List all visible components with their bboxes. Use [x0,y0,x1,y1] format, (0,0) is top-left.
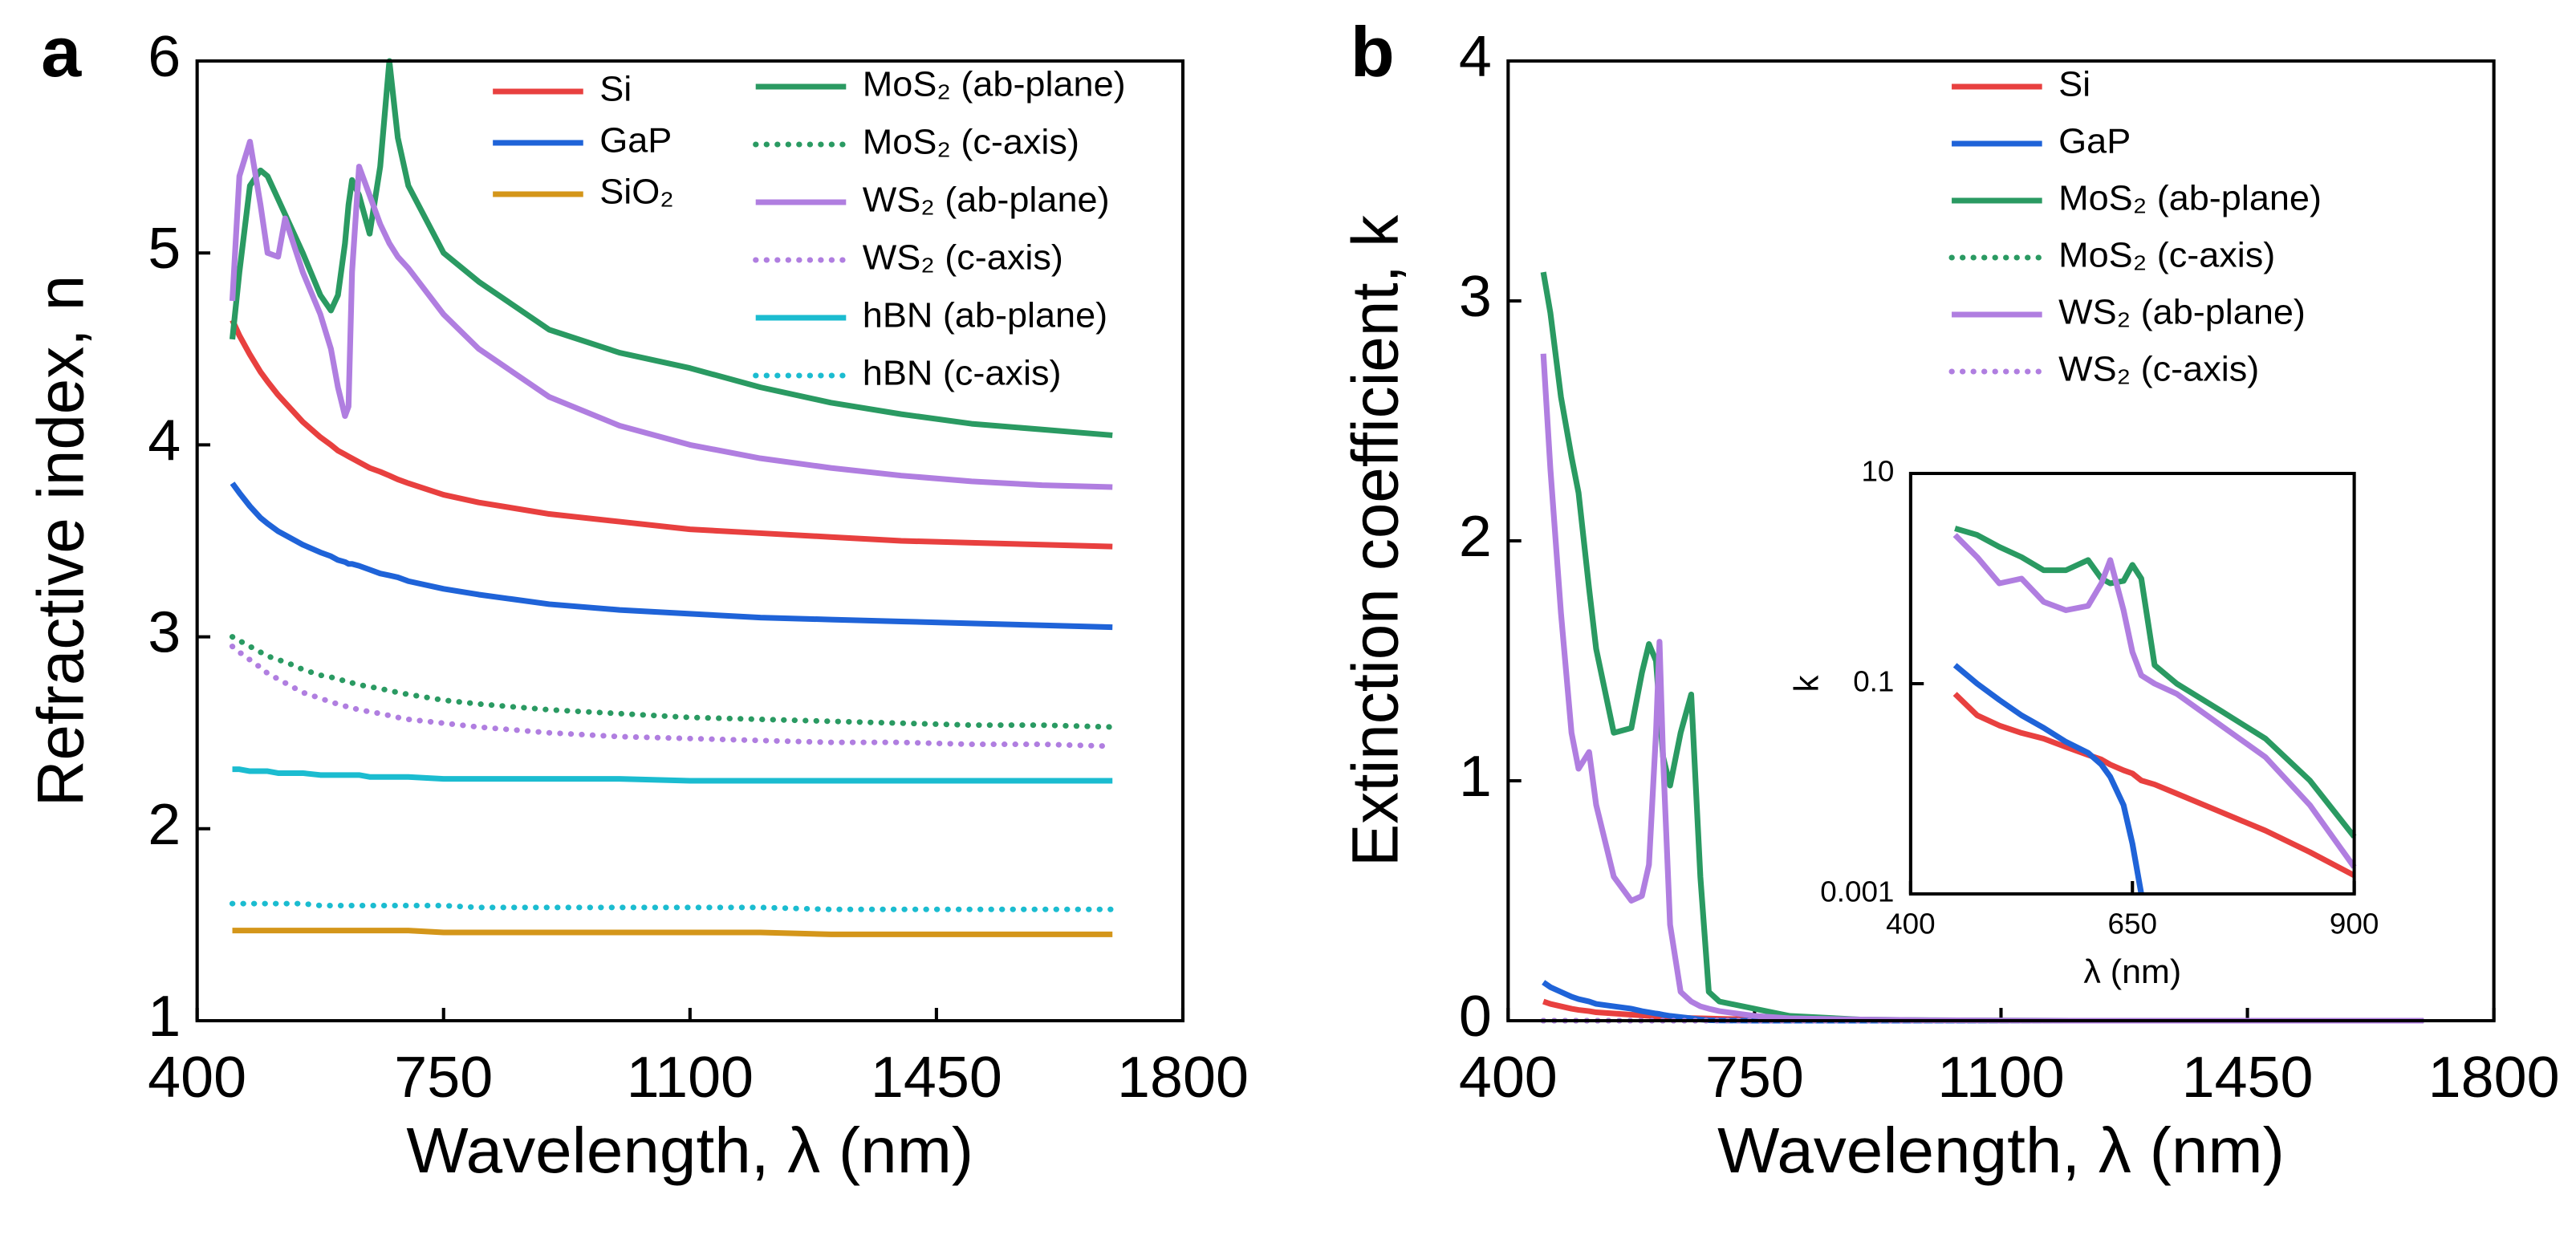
x-axis-label: λ (nm) [2083,954,2181,991]
y-tick-label: 4 [148,408,181,473]
y-tick-label: 0.001 [1820,875,1894,908]
legend-label: MoS₂ (ab-plane) [2058,179,2322,217]
y-tick-label: 6 [148,25,181,89]
legend-label: MoS₂ (ab-plane) [863,65,1126,104]
legend-label: Si [599,70,632,108]
panel-label: a [41,12,83,91]
x-tick-label: 1450 [871,1046,1002,1110]
series-line [230,319,1113,550]
x-tick-label: 750 [1705,1046,1804,1110]
legend-label: WS₂ (c-axis) [863,238,1063,277]
x-tick-label: 1800 [2428,1046,2560,1110]
x-tick-label: 400 [148,1046,246,1110]
series-line [1952,533,2357,869]
x-tick-label: 1800 [1117,1046,1249,1110]
legend-label: Si [2058,65,2090,104]
y-tick-label: 1 [148,985,181,1049]
y-tick-label: 5 [148,217,181,281]
y-axis-label: Refractive index, n [25,275,98,806]
series-line [1952,692,2356,879]
y-tick-label: 0 [1459,985,1492,1049]
y-tick-label: 10 [1861,455,1894,488]
panel-label: b [1351,12,1395,91]
series-line [230,481,1113,631]
x-axis-label: Wavelength, λ (nm) [1717,1115,2285,1187]
legend-label: GaP [2058,122,2131,160]
plot-frame [1908,472,2356,896]
x-tick-label: 1100 [627,1046,754,1110]
legend-label: WS₂ (c-axis) [2058,350,2259,388]
y-tick-label: 3 [1459,265,1492,329]
y-tick-label: 2 [148,793,181,857]
x-tick-label: 400 [1886,908,1935,940]
inset-background [1910,473,2355,894]
series-line [229,644,1115,749]
x-tick-label: 1450 [2182,1046,2314,1110]
legend-label: hBN (c-axis) [863,354,1062,392]
series-line [229,138,1113,490]
series-line [1542,980,2424,1024]
x-tick-label: 1100 [1937,1046,2064,1110]
x-tick-label: 750 [394,1046,493,1110]
y-tick-label: 0.1 [1853,665,1894,698]
series-line [229,58,1113,438]
legend-label: MoS₂ (c-axis) [2058,236,2275,274]
y-tick-label: 4 [1459,25,1492,89]
legend-label: hBN (ab-plane) [863,296,1107,335]
legend-label: MoS₂ (c-axis) [863,123,1079,161]
legend-label: GaP [599,121,672,160]
y-tick-label: 2 [1459,505,1492,569]
series-line [1952,663,2144,895]
y-axis-label: Extinction coefficient, k [1339,214,1412,867]
x-axis-label: Wavelength, λ (nm) [406,1115,973,1187]
legend-label: WS₂ (ab-plane) [863,181,1110,219]
y-tick-label: 1 [1459,745,1492,809]
y-axis-label: k [1788,675,1826,693]
plot-frame [195,59,1185,1022]
series-line [229,634,1115,730]
legend-label: WS₂ (ab-plane) [2058,293,2306,331]
series-line [232,928,1113,937]
y-tick-label: 3 [148,600,181,664]
x-tick-label: 900 [2330,908,2379,940]
x-tick-label: 650 [2108,908,2157,940]
legend-label: SiO₂ [599,173,674,211]
plot-frame [1506,59,2496,1022]
x-tick-label: 400 [1459,1046,1558,1110]
series-line [229,900,1115,912]
series-line [232,766,1113,784]
